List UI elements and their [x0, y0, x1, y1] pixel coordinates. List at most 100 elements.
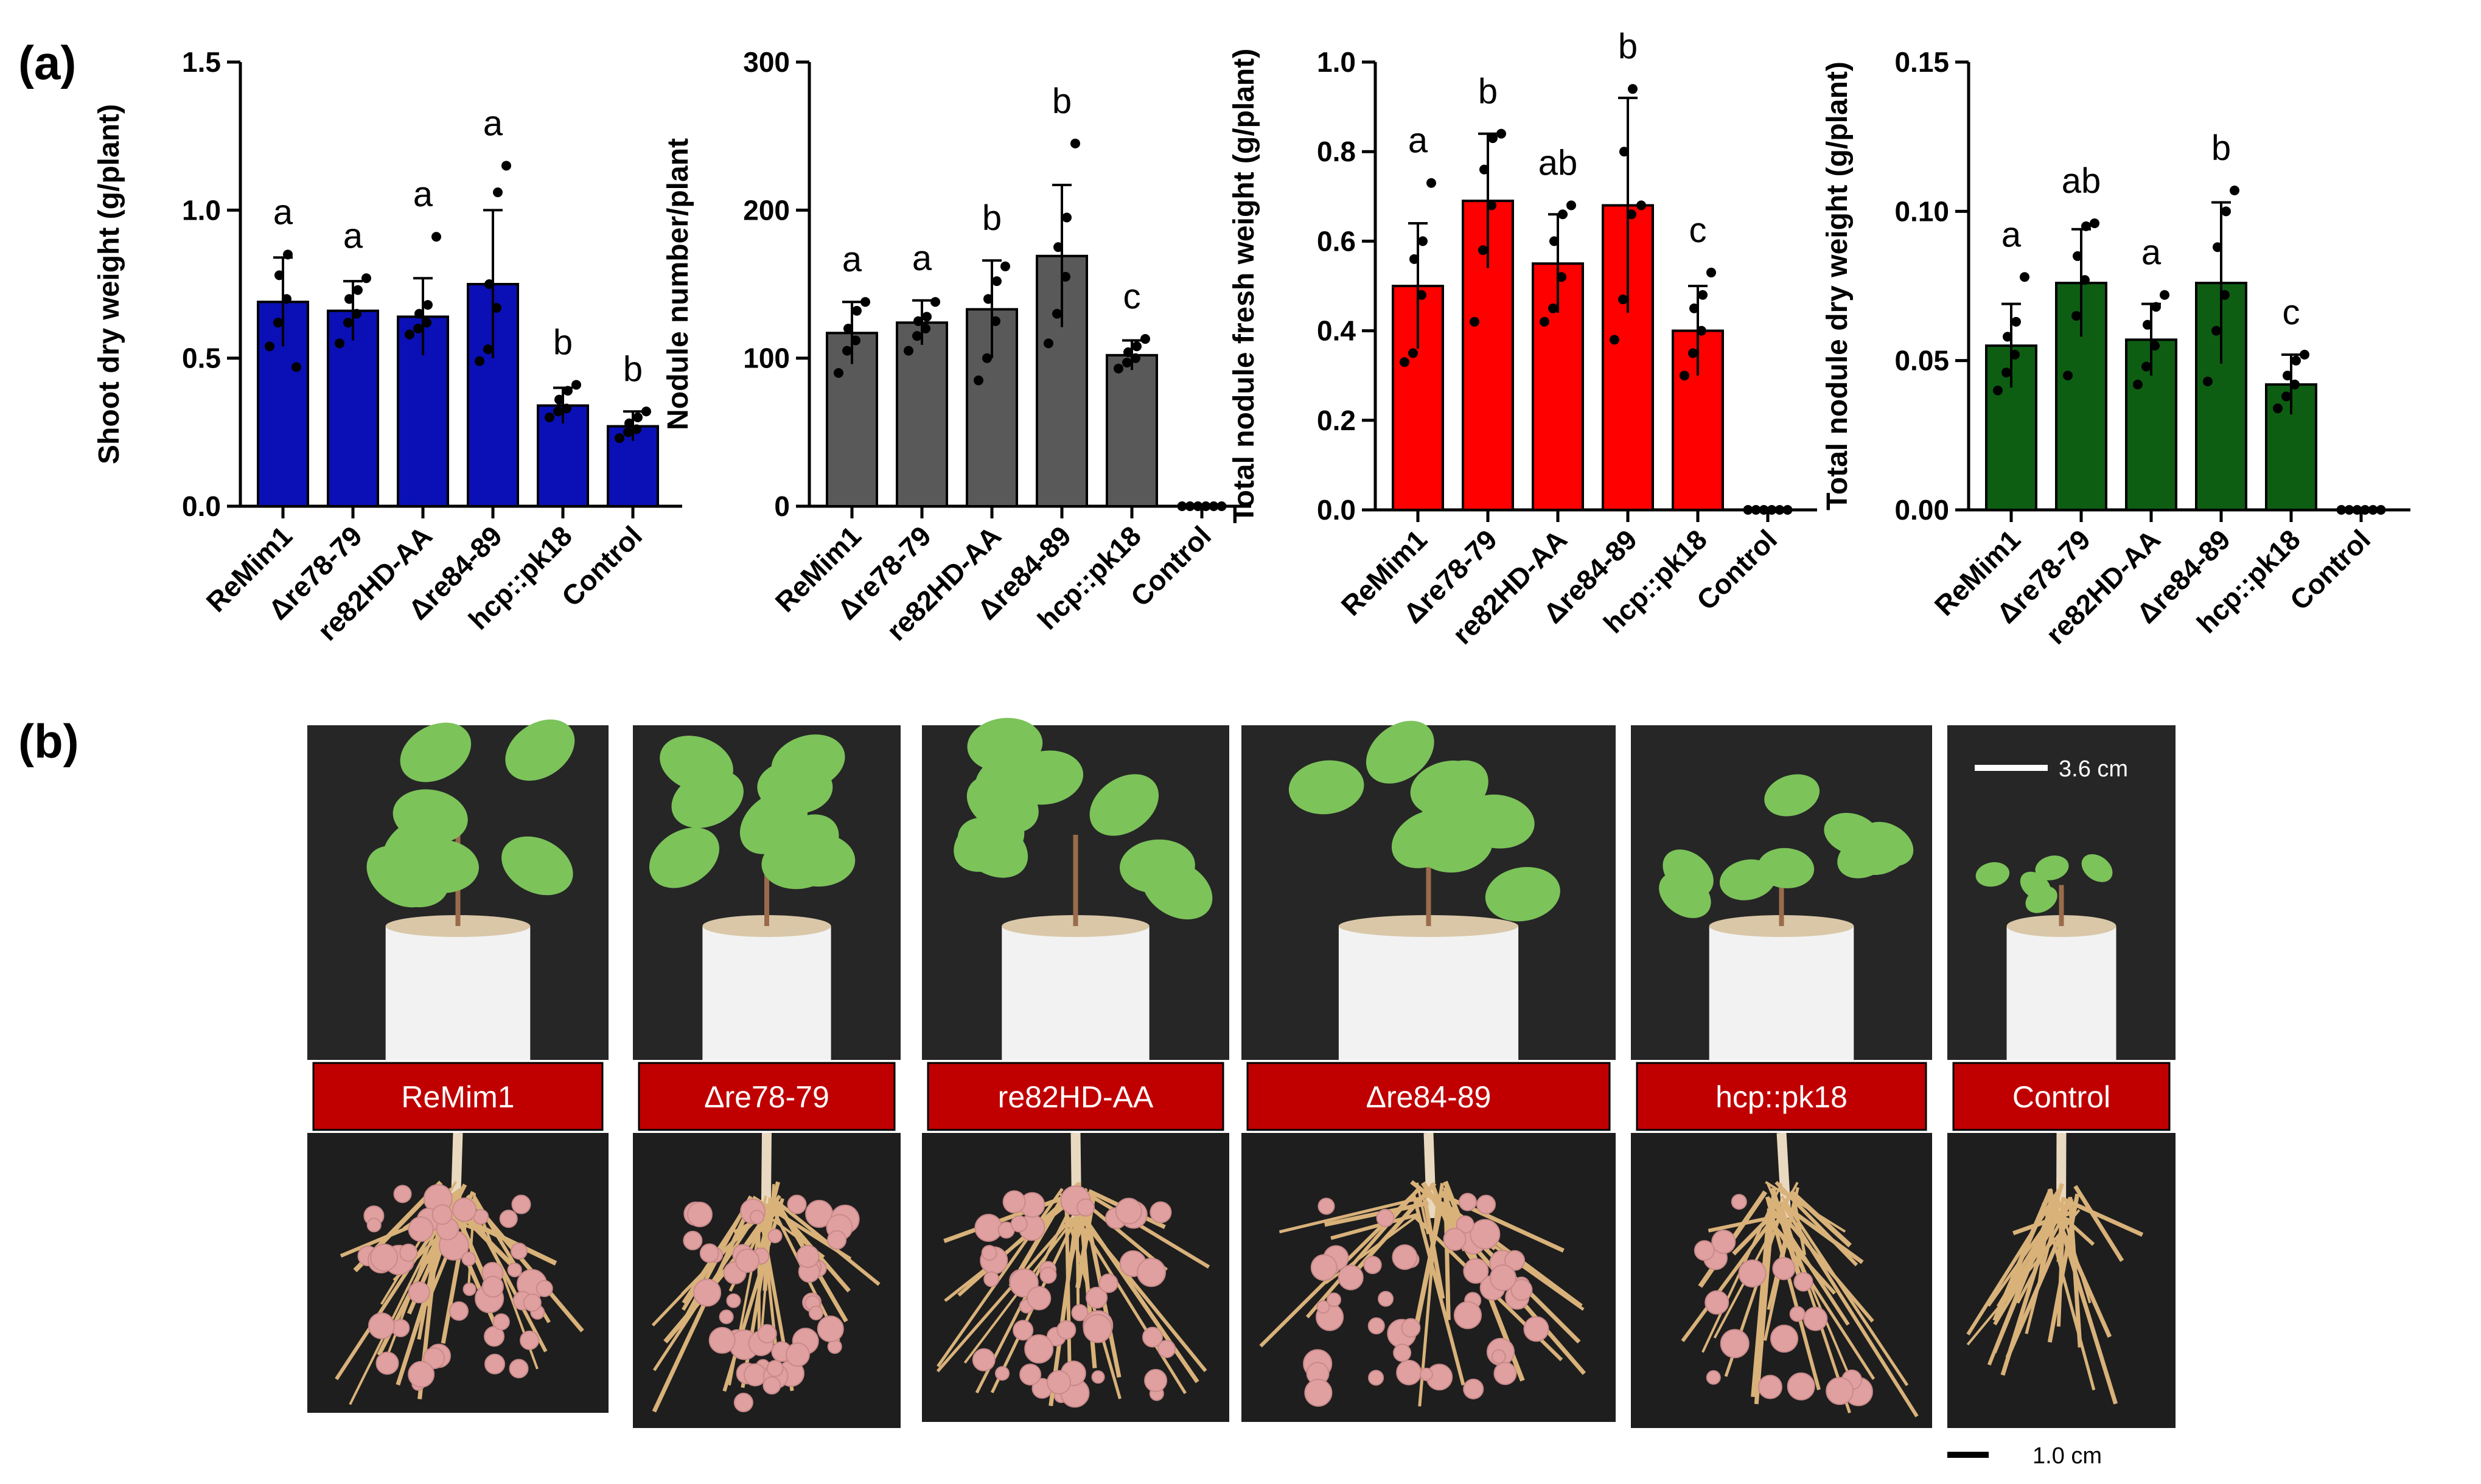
lateral-root [1412, 1201, 1445, 1336]
data-point [624, 418, 634, 428]
data-point [2352, 505, 2362, 515]
nodule [1136, 1258, 1166, 1287]
data-point [1426, 178, 1436, 188]
data-point [1993, 385, 2003, 395]
nodule [1772, 1256, 1796, 1280]
data-point [291, 362, 301, 372]
nodule [749, 1210, 764, 1225]
scale-bar-label: 1.0 cm [2033, 1443, 2102, 1469]
y-axis-label: Shoot dry weight (g/plant) [93, 104, 125, 464]
data-point [2080, 275, 2090, 285]
nodule [1317, 1197, 1335, 1215]
nodule [1010, 1215, 1028, 1233]
data-point [2211, 326, 2221, 336]
nodule [1523, 1316, 1549, 1342]
data-point [2001, 368, 2011, 378]
leaf [757, 760, 833, 814]
data-point [991, 316, 1000, 326]
y-tick-label: 1.5 [182, 46, 221, 78]
nodule [520, 1330, 540, 1350]
nodule [1013, 1320, 1034, 1341]
data-point [1610, 335, 1619, 345]
y-tick-label: 0.6 [1317, 225, 1356, 257]
nodule [1396, 1359, 1422, 1385]
data-point [1209, 501, 1219, 511]
lateral-root [936, 1216, 1074, 1373]
genotype-label: Control [2012, 1080, 2110, 1114]
chart-3: 0.0 0.2 0.4 0.6 0.8 1.0 Total nodule fresh wei… [1228, 27, 1817, 650]
data-point [405, 329, 414, 340]
nodule [1115, 1197, 1142, 1225]
data-point [353, 285, 363, 295]
nodule [1091, 1370, 1105, 1384]
data-point [1751, 505, 1761, 515]
data-point [1408, 348, 1418, 358]
data-point [623, 427, 633, 437]
lateral-root [1770, 1187, 1804, 1284]
lateral-root [2037, 1189, 2053, 1283]
data-point [2283, 371, 2292, 381]
nodule [1150, 1201, 1172, 1224]
data-point [1774, 505, 1785, 515]
data-point [2020, 272, 2029, 282]
data-point [2003, 332, 2012, 342]
significance-letter: ab [2062, 161, 2101, 201]
nodule [536, 1280, 553, 1297]
data-point [1488, 133, 1498, 144]
data-point [2073, 251, 2082, 261]
nodule [368, 1312, 395, 1340]
leaf [1366, 720, 1434, 784]
nodule [1770, 1325, 1799, 1353]
nodule [523, 1293, 542, 1312]
data-point [1131, 353, 1140, 363]
nodule [767, 1228, 783, 1244]
nodule [408, 1360, 435, 1388]
data-point [1618, 294, 1628, 305]
data-point [633, 413, 643, 422]
lateral-root [1766, 1196, 1874, 1323]
y-tick-label: 0.0 [182, 490, 221, 522]
significance-letter: b [623, 349, 643, 389]
leaf [1719, 859, 1776, 901]
nodule [1367, 1317, 1385, 1335]
nodule [366, 1218, 382, 1233]
data-point [1044, 338, 1053, 349]
nodule [1316, 1300, 1330, 1314]
data-point [992, 276, 1002, 287]
photo-column: hcp::pk18 [1631, 725, 1932, 1428]
data-point [1062, 212, 1072, 223]
lateral-root [2056, 1213, 2065, 1327]
nodule [1711, 1229, 1736, 1254]
significance-letter: a [413, 175, 433, 214]
y-tick-label: 0 [774, 490, 790, 522]
data-point [562, 403, 571, 414]
data-point [431, 232, 441, 242]
data-point [860, 297, 870, 307]
nodule [1304, 1378, 1333, 1407]
data-point [842, 346, 852, 356]
nodule [1378, 1291, 1394, 1307]
nodule [719, 1309, 734, 1325]
data-point [1479, 164, 1489, 175]
significance-letter: b [1052, 82, 1072, 121]
photo-column: Δre84-89 [1241, 720, 1616, 1422]
nodule [766, 1360, 784, 1378]
lateral-root [2073, 1185, 2124, 1263]
data-point [1557, 272, 1566, 282]
significance-letter: b [1478, 72, 1498, 111]
data-point [1177, 501, 1187, 511]
data-point [361, 273, 371, 284]
lateral-root [1781, 1203, 1919, 1418]
y-tick-label: 0.0 [1317, 494, 1356, 526]
nodule [1056, 1320, 1076, 1340]
nodule [735, 1249, 760, 1273]
data-point [912, 331, 922, 341]
significance-letter: a [1408, 121, 1428, 161]
leaf [649, 827, 719, 888]
data-point [1698, 290, 1708, 300]
significance-letter: b [1618, 27, 1638, 66]
data-point [930, 297, 940, 307]
nodule [1368, 1370, 1384, 1386]
data-point [283, 249, 293, 260]
